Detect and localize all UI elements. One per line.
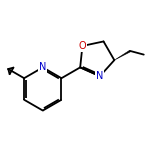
Text: O: O — [79, 41, 86, 51]
Text: N: N — [39, 62, 47, 72]
Polygon shape — [114, 50, 131, 60]
Text: N: N — [96, 71, 104, 81]
